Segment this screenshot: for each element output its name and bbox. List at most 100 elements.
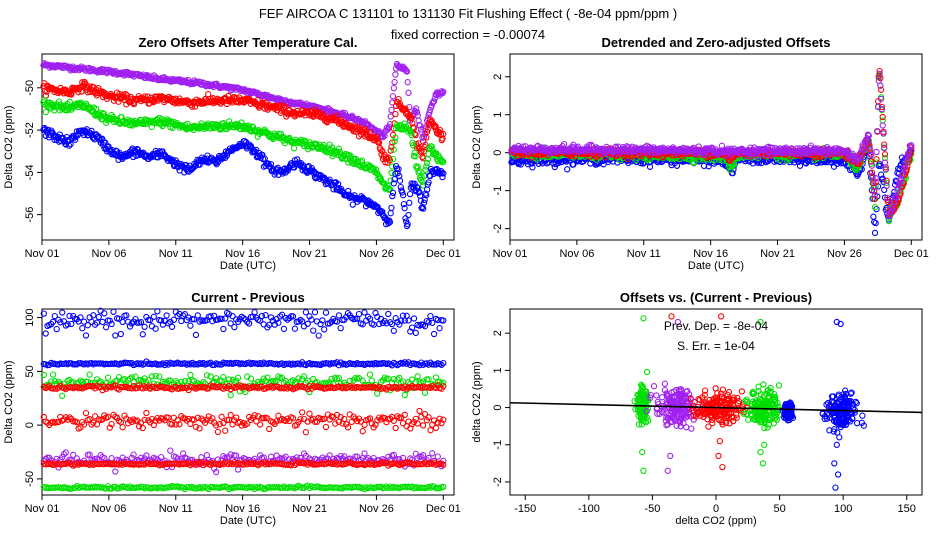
figure-subtitle: fixed correction = -0.00074 — [391, 27, 545, 42]
point-green — [42, 108, 50, 116]
panel-p1: Zero Offsets After Temperature Cal.Nov 0… — [3, 35, 461, 272]
point-blue-hi — [68, 320, 75, 328]
point-blue — [401, 205, 408, 212]
point-purple — [416, 122, 424, 129]
point-blue-hi — [42, 330, 49, 337]
point-blue — [564, 166, 571, 173]
point-blue — [891, 181, 899, 188]
point-purple — [420, 134, 428, 141]
point-blue — [390, 180, 397, 187]
point-blue-hi — [337, 324, 344, 332]
point-blue-hi — [99, 318, 106, 326]
panels: Zero Offsets After Temperature Cal.Nov 0… — [3, 35, 929, 527]
point-red — [878, 103, 886, 111]
x-tick-label: Nov 11 — [159, 248, 193, 260]
point-blue-hi — [79, 325, 86, 332]
point-purple — [431, 95, 438, 102]
x-tick-label: Nov 01 — [25, 503, 60, 515]
point-blue-hi — [59, 309, 66, 316]
point-blue — [796, 162, 804, 169]
point-blue — [386, 218, 394, 226]
point-green — [277, 130, 285, 138]
point-blue-hi — [427, 312, 434, 320]
x-tick-label: Nov 01 — [493, 248, 528, 260]
y-tick-label: 0 — [24, 422, 36, 428]
point-green — [92, 105, 100, 113]
point-green-hi — [227, 392, 234, 399]
point-blue-hi — [410, 315, 418, 322]
x-axis-label: Date (UTC) — [220, 515, 276, 527]
point-green — [407, 129, 414, 136]
point-red — [420, 148, 428, 155]
point-blue — [154, 154, 162, 161]
data-points — [40, 307, 447, 493]
point-green — [370, 165, 377, 173]
point-red — [879, 113, 886, 121]
point-blue-hi — [315, 332, 322, 339]
point-green — [242, 122, 250, 130]
point-blue-hi — [280, 325, 288, 333]
point-red — [423, 134, 430, 141]
plot-frame — [41, 53, 455, 241]
point-purple — [403, 68, 411, 75]
x-tick-label: Nov 16 — [693, 248, 728, 260]
point-red — [881, 151, 889, 158]
point-red — [74, 84, 81, 91]
y-axis-label: Delta CO2 (ppm) — [471, 105, 483, 188]
x-tick-label: Nov 11 — [159, 503, 193, 515]
point-red — [254, 96, 261, 104]
point-red — [396, 100, 404, 107]
point-blue-hi — [102, 324, 110, 331]
point-green-hi — [401, 391, 408, 399]
point-blue — [406, 190, 414, 198]
point-green — [386, 186, 394, 193]
point-blue-hi — [117, 330, 124, 338]
point-blue — [405, 211, 412, 219]
point-blue — [115, 156, 122, 164]
x-axis-label: Date (UTC) — [220, 260, 276, 272]
x-tick-label: Nov 11 — [627, 248, 661, 260]
point-blue-hi — [355, 310, 363, 318]
data-points — [40, 60, 447, 230]
point-blue-hi — [335, 312, 343, 319]
point-blue — [389, 192, 396, 200]
point-green-hi — [59, 392, 66, 399]
figure-title: FEF AIRCOA C 131101 to 131130 Fit Flushi… — [259, 6, 677, 21]
point-blue-hi — [95, 313, 102, 321]
point-green — [871, 203, 879, 211]
point-purple — [426, 109, 433, 116]
point-red — [432, 122, 439, 130]
point-red — [387, 147, 394, 154]
point-green — [416, 167, 423, 175]
point-blue-hi — [390, 327, 397, 334]
point-blue-hi — [110, 308, 117, 315]
point-purple — [391, 78, 398, 86]
point-blue — [872, 219, 879, 227]
point-blue — [439, 173, 446, 181]
point-green — [423, 163, 430, 170]
point-red — [868, 169, 876, 176]
point-red — [437, 126, 444, 134]
point-blue-hi — [251, 309, 258, 316]
point-blue-hi — [361, 309, 368, 316]
y-tick-label: -50 — [24, 471, 36, 487]
point-blue-hi — [385, 310, 392, 318]
point-green — [428, 143, 435, 150]
point-red — [422, 141, 429, 148]
point-green-hi — [414, 373, 421, 380]
point-blue — [389, 189, 397, 196]
y-tick-label: 1 — [492, 112, 504, 118]
point-blue — [416, 188, 423, 196]
point-green — [417, 176, 425, 184]
point-blue — [345, 187, 352, 195]
point-green-hi — [374, 390, 381, 397]
x-tick-label: Nov 21 — [760, 248, 795, 260]
data-points — [508, 67, 915, 237]
x-tick-label: Nov 26 — [359, 503, 394, 515]
point-blue-hi — [313, 318, 321, 325]
point-blue — [700, 162, 708, 170]
point-blue — [388, 204, 395, 212]
point-blue-hi — [53, 325, 60, 333]
point-green — [409, 142, 417, 149]
